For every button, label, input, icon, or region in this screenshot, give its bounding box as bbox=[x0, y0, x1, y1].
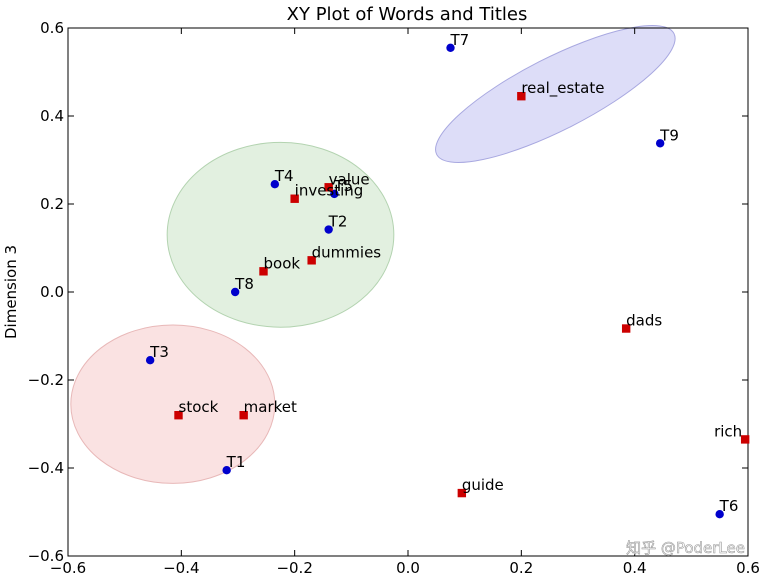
y-tick-label: 0.6 bbox=[40, 19, 64, 37]
point-label-real-estate: real_estate bbox=[521, 79, 604, 98]
point-label-rich: rich bbox=[714, 422, 742, 440]
point-book bbox=[259, 267, 268, 276]
point-label-dads: dads bbox=[626, 312, 662, 330]
point-label-t6: T6 bbox=[719, 497, 739, 515]
point-label-book: book bbox=[264, 254, 301, 272]
axis-ticks: −0.6 −0.4 −0.2 0.0 0.2 0.4 0.6 −0.6 −0.4 −0.2 0.0 0… bbox=[28, 19, 760, 577]
x-tick-label: −0.6 bbox=[50, 559, 86, 577]
point-t7 bbox=[446, 43, 455, 52]
point-t9 bbox=[655, 139, 665, 148]
point-labels: T1 T2 T3 T4 T5 T6 T7 T8 T9 real_estatevalueinvest… bbox=[149, 31, 742, 515]
point-label-t2: T2 bbox=[328, 213, 348, 231]
point-label-value: value bbox=[329, 170, 370, 188]
point-label-guide: guide bbox=[462, 476, 504, 494]
point-dummies bbox=[307, 256, 316, 265]
point-label-stock: stock bbox=[179, 398, 219, 416]
point-t6 bbox=[715, 510, 724, 519]
watermark-text: 知乎 @PoderLee bbox=[626, 539, 745, 557]
point-label-t9: T9 bbox=[659, 126, 679, 144]
point-t3 bbox=[145, 356, 155, 365]
point-t5 bbox=[330, 189, 339, 199]
point-dads bbox=[621, 324, 631, 333]
point-t8 bbox=[230, 287, 240, 297]
point-t2 bbox=[324, 225, 333, 234]
point-label-t3: T3 bbox=[149, 343, 169, 361]
y-tick-label: −0.6 bbox=[28, 547, 64, 565]
y-tick-label: −0.2 bbox=[28, 371, 64, 389]
y-tick-label: 0.4 bbox=[40, 107, 64, 125]
y-tick-label: 0.2 bbox=[40, 195, 64, 213]
point-value bbox=[324, 183, 333, 192]
x-tick-label: 0.0 bbox=[396, 559, 420, 577]
point-label-t7: T7 bbox=[450, 31, 470, 49]
point-label-market: market bbox=[244, 398, 297, 416]
data-points bbox=[145, 43, 750, 519]
chart-title: XY Plot of Words and Titles bbox=[287, 4, 528, 25]
point-label-t5: T5 bbox=[333, 177, 353, 195]
y-axis-title: Dimension 3 bbox=[2, 245, 20, 339]
point-label-dummies: dummies bbox=[312, 243, 382, 261]
point-investing bbox=[290, 194, 299, 203]
x-tick-label: −0.4 bbox=[163, 559, 199, 577]
point-stock bbox=[174, 411, 183, 420]
point-label-investing: investing bbox=[295, 182, 364, 200]
x-tick-label: 0.2 bbox=[509, 559, 533, 577]
point-label-t1: T1 bbox=[226, 453, 246, 471]
cluster-ellipses bbox=[70, 25, 676, 484]
point-t4 bbox=[270, 180, 280, 189]
cluster-red bbox=[70, 324, 276, 484]
x-tick-label: 0.4 bbox=[623, 559, 647, 577]
point-t1 bbox=[222, 466, 231, 475]
point-rich bbox=[740, 435, 750, 444]
x-tick-label: 0.6 bbox=[736, 559, 760, 577]
y-tick-label: 0.0 bbox=[40, 283, 64, 301]
point-real-estate bbox=[517, 92, 526, 101]
y-tick-label: −0.4 bbox=[28, 459, 64, 477]
cluster-blue bbox=[435, 25, 676, 163]
x-tick-label: −0.2 bbox=[276, 559, 312, 577]
point-label-t8: T8 bbox=[234, 275, 254, 293]
watermark: 知乎 @PoderLee bbox=[626, 539, 746, 558]
point-guide bbox=[457, 488, 467, 498]
point-market bbox=[239, 411, 248, 420]
point-label-t4: T4 bbox=[274, 167, 294, 185]
cluster-green bbox=[166, 141, 395, 328]
